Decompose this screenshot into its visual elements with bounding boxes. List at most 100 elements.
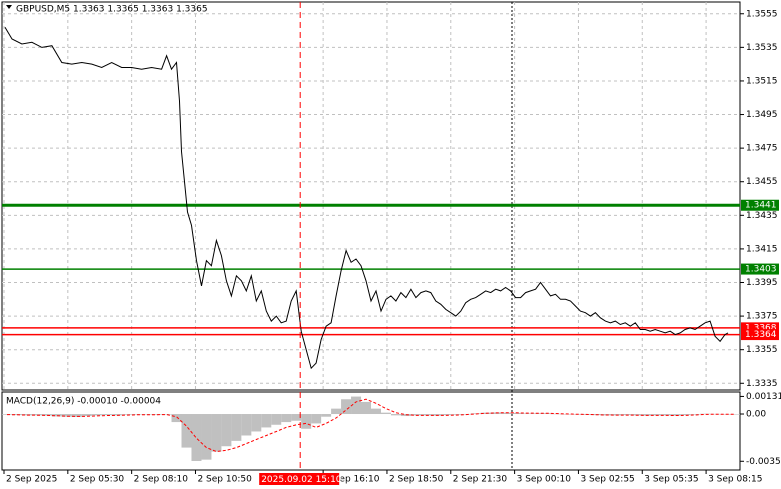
macd-bar	[261, 414, 272, 428]
macd-bar	[650, 414, 661, 416]
main-frame	[1, 1, 741, 391]
macd-bar	[600, 414, 611, 416]
macd-bar	[680, 414, 691, 416]
macd-bar	[221, 414, 232, 447]
macd-bar	[380, 412, 391, 415]
macd-bar	[710, 413, 721, 415]
y-tick-label: 1.3455	[746, 177, 778, 187]
y-tick-label: 1.3555	[746, 9, 778, 19]
x-tick-label: 2 Sep 21:30	[453, 475, 508, 485]
level-label-box	[741, 329, 779, 341]
macd-bar	[301, 414, 312, 429]
macd-title: MACD(12,26,9) -0.00010 -0.00004	[6, 397, 161, 407]
macd-bar	[131, 414, 142, 415]
macd-bar	[141, 414, 152, 415]
macd-bar	[640, 414, 651, 416]
y-tick-label: -0.00352	[746, 457, 781, 467]
y-tick-label: 1.3435	[746, 211, 778, 221]
x-tick-label: 2 Sep 08:10	[134, 475, 189, 485]
macd-bar	[450, 414, 461, 415]
y-tick-label: 1.3335	[746, 379, 778, 389]
macd-bar	[181, 414, 192, 448]
macd-bar	[171, 414, 182, 423]
macd-bar	[580, 414, 591, 415]
y-tick-label: 1.3495	[746, 110, 778, 120]
macd-bar	[161, 414, 172, 415]
macd-bar	[670, 414, 681, 416]
macd-bar	[11, 414, 22, 416]
macd-bar	[41, 414, 52, 416]
y-tick-label: 1.3475	[746, 144, 778, 154]
x-tick-label: 2 Sep 2025	[6, 475, 57, 485]
macd-bar	[690, 414, 701, 415]
chart-title: GBPUSD,M5 1.3363 1.3365 1.3363 1.3365	[16, 5, 208, 15]
level-label-box	[741, 199, 779, 211]
macd-bar	[191, 414, 202, 462]
macd-bar	[151, 414, 162, 415]
macd-bar	[560, 414, 571, 415]
macd-bar	[61, 414, 72, 417]
x-tick-label: 2 Sep 05:30	[70, 475, 125, 485]
x-tick-label: 3 Sep 00:10	[517, 475, 572, 485]
macd-bar	[331, 408, 342, 415]
macd-bar	[281, 414, 292, 423]
macd-bar	[550, 413, 561, 415]
macd-bar	[291, 414, 302, 421]
macd-bar	[420, 414, 431, 416]
macd-bar	[121, 414, 132, 415]
macd-bar	[570, 414, 581, 415]
signal-line	[6, 398, 736, 453]
macd-bar	[410, 414, 421, 416]
macd-bar	[111, 414, 122, 416]
x-tick-label: 2 Sep 16:10	[325, 475, 380, 485]
macd-bar	[390, 414, 401, 416]
level-label: 1.3403	[745, 265, 777, 275]
macd-bar	[530, 413, 541, 415]
macd-bar	[610, 414, 621, 416]
macd-bar	[201, 414, 212, 460]
level-label: 1.3364	[745, 330, 777, 340]
y-tick-label: 0.00131	[746, 392, 781, 402]
macd-bar	[91, 414, 102, 416]
x-tick-label: 3 Sep 05:35	[644, 475, 698, 485]
macd-bar	[460, 414, 471, 415]
macd-bar	[470, 413, 481, 415]
macd-bar	[540, 413, 551, 415]
macd-bar	[700, 413, 711, 415]
macd-bar	[590, 414, 601, 416]
y-tick-label: 1.3415	[746, 244, 778, 254]
price-line	[4, 26, 729, 370]
macd-bar	[500, 412, 511, 415]
level-label-box	[741, 322, 779, 334]
x-tick-label: 2 Sep 10:50	[197, 475, 252, 485]
macd-bar	[251, 414, 262, 432]
menu-arrow[interactable]	[6, 5, 12, 9]
macd-bar	[351, 396, 362, 415]
macd-bar	[341, 399, 352, 415]
macd-bar	[520, 413, 531, 415]
macd-bar	[31, 414, 42, 416]
macd-bar	[71, 414, 82, 417]
level-label: 1.3441	[745, 201, 777, 211]
y-tick-label: 1.3375	[746, 312, 778, 322]
macd-bar	[660, 414, 671, 416]
macd-bar	[241, 414, 252, 436]
macd-bar	[21, 414, 32, 416]
x-tick-label: 2 Sep 18:50	[389, 475, 444, 485]
macd-bar	[620, 414, 631, 416]
macd-bar	[81, 414, 92, 417]
y-tick-label: 0.00	[746, 410, 766, 420]
y-tick-label: 1.3515	[746, 76, 778, 86]
macd-frame	[1, 391, 741, 471]
macd-bar	[311, 414, 322, 424]
level-label: 1.3368	[745, 323, 777, 333]
macd-bar	[480, 412, 491, 415]
macd-bar	[101, 414, 112, 416]
macd-bar	[321, 414, 332, 417]
macd-bar	[51, 414, 62, 417]
macd-bar	[510, 412, 521, 415]
macd-bar	[370, 408, 381, 415]
x-tick-label: 3 Sep 02:55	[580, 475, 634, 485]
